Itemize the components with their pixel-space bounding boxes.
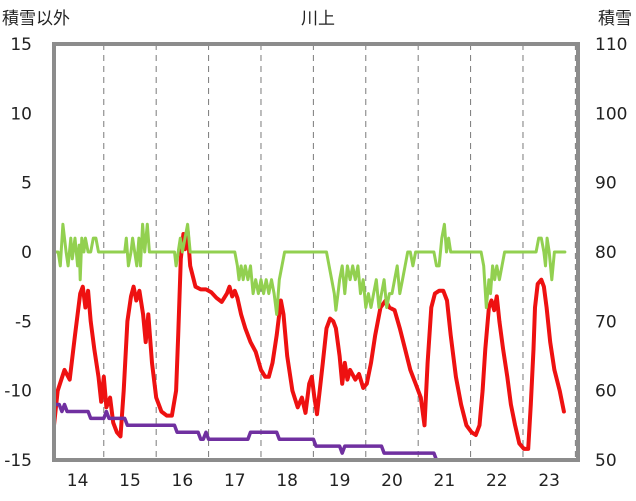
y-left-tick-label: 0 <box>21 243 32 263</box>
x-tick-label: 16 <box>172 471 194 491</box>
y-left-tick-label: -5 <box>15 312 32 332</box>
y-left-tick-label: -15 <box>4 451 32 471</box>
series-group <box>52 222 580 462</box>
y-left-tick-label: 5 <box>21 174 32 194</box>
x-tick-label: 19 <box>329 471 351 491</box>
y-right-tick-label: 110 <box>595 35 627 55</box>
y-right-tick-label: 60 <box>595 382 617 402</box>
y-left-tick-label: -10 <box>4 382 32 402</box>
x-tick-label: 20 <box>381 471 403 491</box>
x-tick-label: 21 <box>434 471 456 491</box>
x-tick-label: 17 <box>224 471 246 491</box>
y-left-tick-label: 15 <box>10 35 32 55</box>
plot-frame <box>52 42 580 462</box>
y-right-tick-label: 80 <box>595 243 617 263</box>
y-left-tick-label: 10 <box>10 104 32 124</box>
x-tick-label: 22 <box>486 471 508 491</box>
y-right-tick-label: 90 <box>595 174 617 194</box>
x-tick-label: 23 <box>538 471 560 491</box>
y-right-tick-label: 70 <box>595 312 617 332</box>
chart-title: 川上 <box>301 9 335 29</box>
precipitation-series <box>52 222 567 316</box>
x-tick-label: 15 <box>119 471 141 491</box>
y-right-tick-label: 100 <box>595 104 627 124</box>
y-right-tick-label: 50 <box>595 451 617 471</box>
right-axis-title: 積雪 <box>598 9 632 29</box>
temperature-series <box>52 229 566 451</box>
x-tick-label: 18 <box>276 471 298 491</box>
x-tick-label: 14 <box>67 471 89 491</box>
left-axis-title: 積雪以外 <box>2 9 70 29</box>
